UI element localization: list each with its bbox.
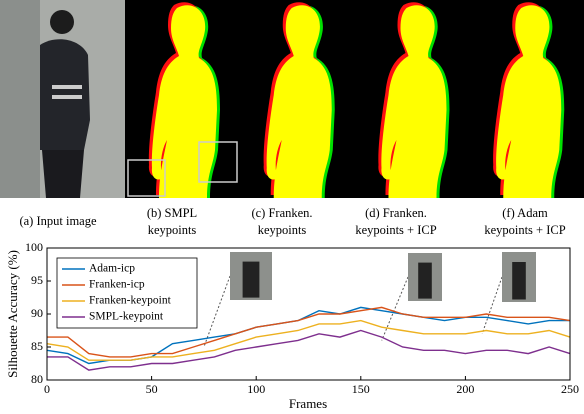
y-tick-label: 85 — [31, 339, 43, 353]
y-axis-label: Silhouette Accuracy (%) — [5, 250, 20, 378]
x-axis-label: Frames — [289, 396, 327, 411]
legend-label: Adam-icp — [89, 263, 135, 275]
y-tick-label: 90 — [31, 306, 43, 320]
caption: keypoints + ICP — [484, 223, 565, 237]
inset-figure — [512, 262, 526, 300]
highlight-box — [127, 159, 166, 197]
inset-figure — [242, 261, 260, 298]
caption: (a) Input image — [19, 214, 97, 228]
inset-pointer — [481, 276, 503, 334]
chart: Frames Silhouette Accuracy (%) 80 85 90 95 1… — [5, 240, 579, 411]
silhouette-panels — [125, 0, 584, 198]
series-line — [47, 329, 571, 371]
inset-figure — [418, 262, 432, 299]
highlight-box — [198, 141, 238, 183]
caption: keypoints — [148, 223, 197, 237]
series-line — [46, 319, 571, 361]
y-tick-label: 100 — [25, 240, 43, 254]
x-tick-label: 100 — [247, 382, 265, 396]
caption: keypoints + ICP — [355, 223, 436, 237]
x-tick-label: 250 — [561, 382, 579, 396]
y-tick-label: 95 — [31, 273, 43, 287]
caption: keypoints — [258, 223, 307, 237]
input-photo — [0, 0, 125, 198]
captions: (a) Input image (b) SMPL keypoints (c) Fran… — [19, 206, 565, 237]
series-line — [47, 306, 571, 358]
caption: (f) Adam — [502, 206, 548, 220]
legend-label: Franken-keypoint — [89, 295, 172, 307]
caption: (c) Franken. — [251, 206, 312, 220]
x-tick-label: 0 — [44, 382, 50, 396]
plot-frame — [46, 247, 571, 381]
caption: (b) SMPL — [147, 206, 197, 220]
inset-pointer — [381, 276, 409, 341]
x-tick-label: 50 — [146, 382, 158, 396]
legend-label: Franken-icp — [89, 279, 145, 291]
caption: (d) Franken. — [365, 206, 427, 220]
x-tick-label: 200 — [456, 382, 474, 396]
x-tick-label: 150 — [352, 382, 370, 396]
legend-label: SMPL-keypoint — [89, 311, 164, 323]
y-tick-label: 80 — [31, 372, 43, 386]
inset-pointer — [203, 275, 231, 348]
